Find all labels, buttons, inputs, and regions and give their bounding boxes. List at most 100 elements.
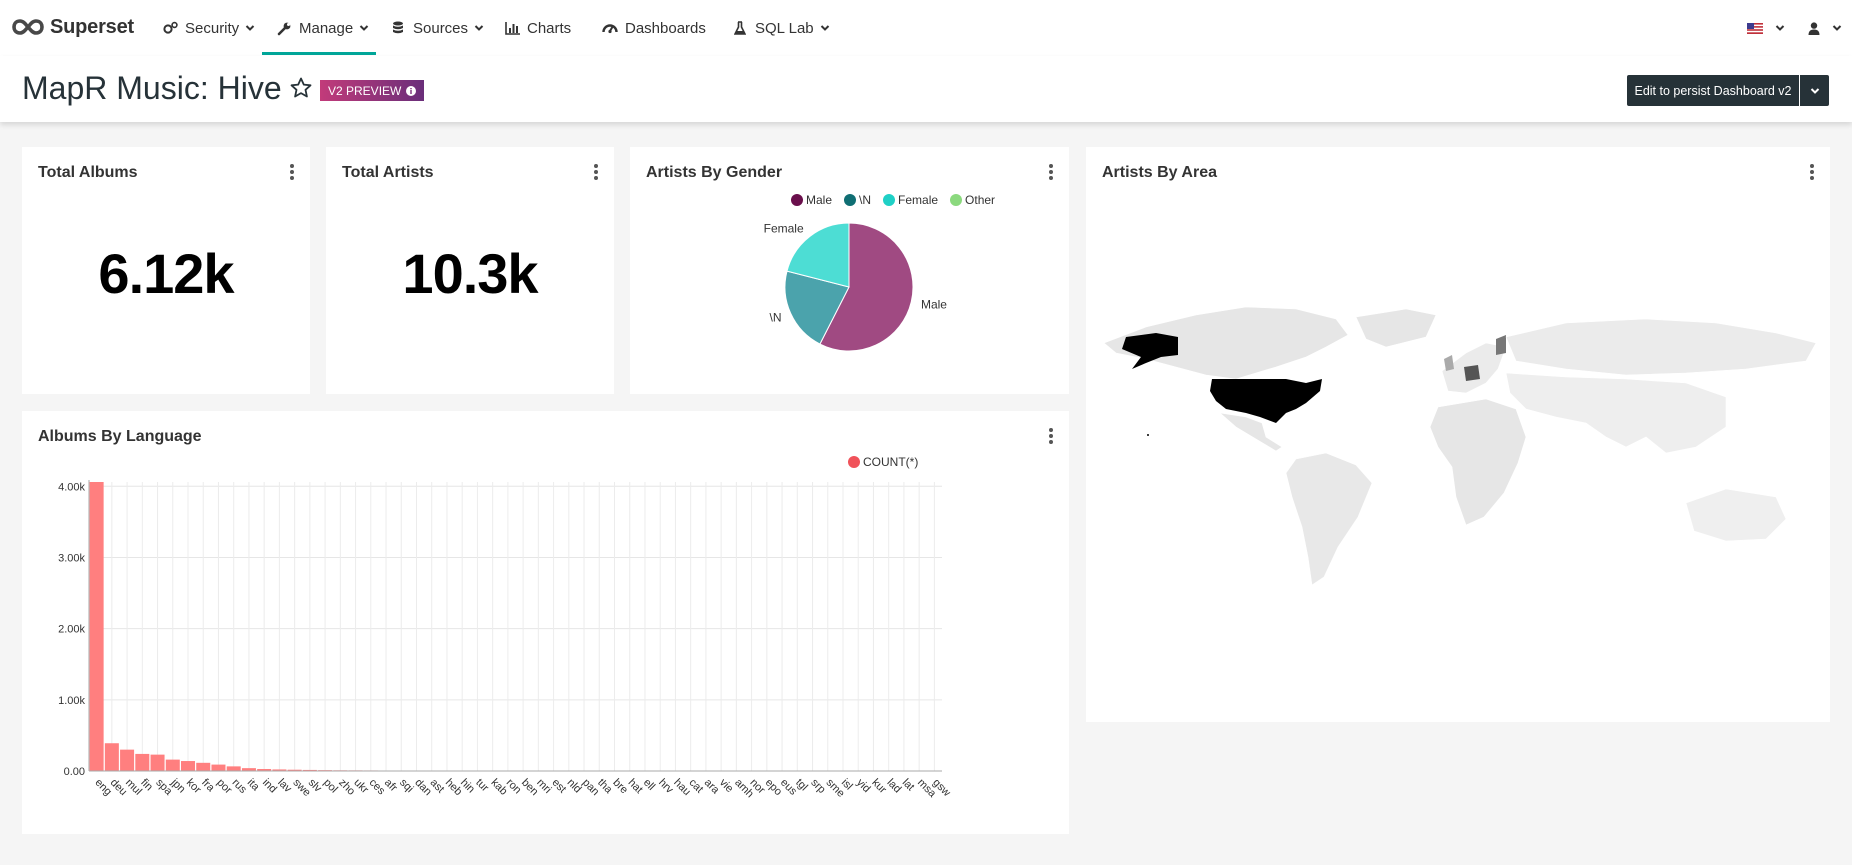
bar-ita[interactable] [241, 768, 256, 771]
bar-fin[interactable] [135, 753, 150, 771]
legend-label: Other [965, 193, 996, 207]
bar-legend: COUNT(*) [848, 455, 930, 469]
nav-security-label: Security [185, 19, 240, 37]
bar-jpn[interactable] [165, 759, 180, 771]
bar-swe[interactable] [287, 769, 302, 771]
flask-icon [732, 20, 748, 36]
x-tick-label: sqi [397, 777, 415, 795]
big-number-value: 6.12k [98, 242, 234, 305]
more-vert-icon[interactable] [1048, 427, 1054, 445]
more-vert-icon[interactable] [289, 163, 295, 181]
more-vert-icon[interactable] [1048, 163, 1054, 181]
legend-item[interactable]: Male [791, 193, 832, 207]
chevron-down-icon [1775, 25, 1785, 31]
x-tick-label: yid [854, 777, 872, 795]
nav-sources[interactable]: Sources [390, 0, 484, 56]
x-tick-label: ita [245, 777, 262, 794]
edit-dashboard-dropdown[interactable] [1800, 75, 1829, 106]
nav-charts[interactable]: Charts [504, 0, 571, 56]
x-tick-label: lat [900, 777, 917, 794]
total-artists-card: Total Artists 10.3k [326, 147, 614, 394]
bar-chart-icon [504, 20, 520, 36]
map-region-hawaii[interactable] [1147, 434, 1149, 436]
card-title: Total Albums [38, 164, 138, 181]
albums-by-language-card: Albums By Language COUNT(*) 0.00 1.00k 2.0… [22, 411, 1069, 834]
pie-slice-2[interactable] [786, 222, 850, 288]
map-region-germany[interactable] [1464, 365, 1480, 381]
map-region-australia[interactable] [1685, 488, 1787, 542]
legend-item[interactable]: COUNT(*) [848, 455, 918, 469]
x-tick-label: pol [321, 777, 340, 796]
map-region-asia[interactable] [1505, 372, 1727, 454]
bar-deu[interactable] [104, 743, 119, 771]
card-title: Artists By Area [1102, 164, 1218, 181]
y-tick-label: 3.00k [58, 552, 85, 564]
nav-dashboards-label: Dashboards [625, 19, 706, 37]
bar-lav[interactable] [272, 769, 287, 771]
map-region-south-america[interactable] [1285, 452, 1373, 586]
dashboard-title: MapR Music: Hive [22, 70, 282, 106]
more-vert-icon[interactable] [593, 163, 599, 181]
pie-slice-1[interactable] [784, 270, 850, 345]
info-icon [406, 85, 417, 96]
total-albums-card: Total Albums 6.12k [22, 147, 310, 394]
legend-dot [848, 456, 860, 468]
nav-active-indicator [262, 52, 376, 55]
map-region-finland[interactable] [1496, 335, 1506, 355]
x-tick-label: ind [260, 777, 279, 796]
more-vert-icon[interactable] [1809, 163, 1815, 181]
brand-name: Superset [50, 15, 134, 38]
bar-rus[interactable] [226, 766, 241, 771]
favorite-star-icon[interactable] [289, 76, 313, 100]
legend-label: Female [898, 193, 939, 207]
nav-sql-lab[interactable]: SQL Lab [732, 0, 830, 56]
y-tick-label: 4.00k [58, 481, 85, 493]
top-navbar: Superset Security Manage Sources Charts … [0, 0, 1852, 56]
bar-ind[interactable] [257, 769, 272, 771]
legend-label: Male [806, 193, 833, 207]
card-title: Artists By Gender [646, 164, 783, 181]
legend-item[interactable]: Other [950, 193, 995, 207]
bar-por[interactable] [211, 764, 226, 771]
map-region-africa[interactable] [1429, 398, 1527, 526]
artists-by-gender-card: Artists By Gender Male \N Female Other M… [630, 147, 1069, 394]
pie-slice-0[interactable] [819, 222, 914, 352]
x-tick-label: afr [382, 777, 400, 795]
x-tick-label: fra [199, 777, 217, 795]
chevron-down-icon [474, 25, 484, 31]
x-tick-label: nld [565, 777, 584, 796]
bar-slv[interactable] [302, 769, 317, 771]
nav-security[interactable]: Security [162, 0, 255, 56]
bar-kor[interactable] [181, 761, 196, 771]
nav-manage-label: Manage [299, 19, 354, 37]
artists-by-area-card: Artists By Area [1086, 147, 1830, 722]
bar-eng[interactable] [89, 482, 104, 771]
pie-legend: Male \N Female Other [791, 193, 1007, 207]
brand-link[interactable]: Superset [12, 12, 134, 42]
map-region-united-kingdom[interactable] [1444, 355, 1454, 371]
map-region-alaska[interactable] [1122, 333, 1178, 369]
bar-mul[interactable] [120, 749, 135, 771]
map-region-greenland[interactable] [1355, 308, 1437, 348]
legend-item[interactable]: \N [844, 193, 871, 207]
bar-spa[interactable] [150, 754, 165, 771]
cogs-icon [162, 20, 178, 36]
legend-item[interactable]: Female [883, 193, 938, 207]
user-menu[interactable] [1808, 0, 1842, 56]
dashboard-icon [602, 20, 618, 36]
map-region-russia[interactable] [1505, 318, 1817, 376]
card-title: Albums By Language [38, 428, 202, 445]
map-region-canada[interactable] [1103, 306, 1349, 380]
nav-sources-label: Sources [413, 19, 469, 37]
superset-logo-icon [12, 19, 44, 35]
map-region-mexico[interactable] [1219, 412, 1283, 452]
edit-dashboard-button[interactable]: Edit to persist Dashboard v2 [1627, 75, 1799, 106]
nav-dashboards[interactable]: Dashboards [602, 0, 706, 56]
v2-preview-badge[interactable]: V2 PREVIEW [320, 80, 425, 101]
map-region-united-states[interactable] [1210, 379, 1322, 423]
nav-manage[interactable]: Manage [276, 0, 369, 56]
language-picker[interactable] [1747, 0, 1785, 56]
user-icon [1808, 21, 1820, 35]
bar-fra[interactable] [196, 762, 211, 771]
x-tick-label: lad [885, 777, 904, 796]
